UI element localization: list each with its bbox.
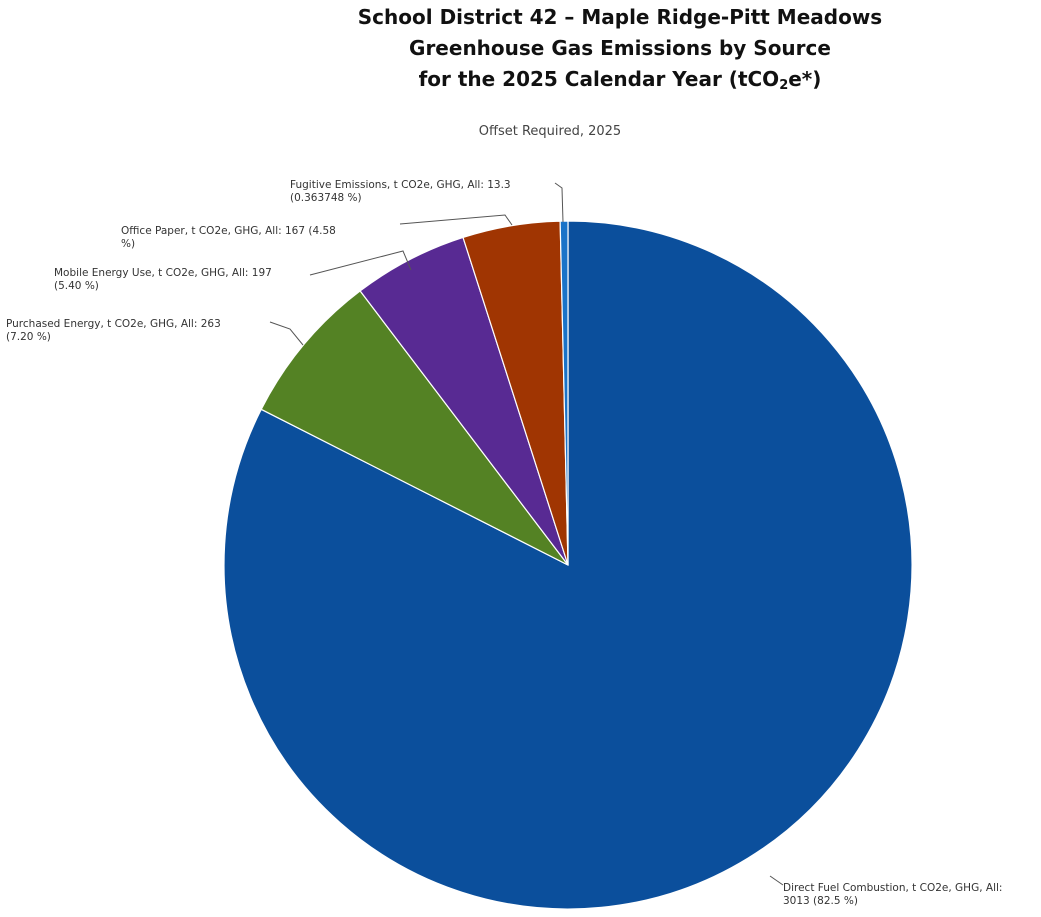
title-line-3-subscript: 2 bbox=[779, 78, 789, 93]
slice-label-fugitive-emissions: Fugitive Emissions, t CO2e, GHG, All: 13… bbox=[290, 179, 511, 204]
slice-label-line: Purchased Energy, t CO2e, GHG, All: 263 bbox=[6, 318, 221, 330]
slice-label-line: (0.363748 %) bbox=[290, 192, 362, 204]
title-line-3-prefix: for the 2025 Calendar Year (tCO bbox=[418, 67, 780, 91]
slice-label-office-paper: Office Paper, t CO2e, GHG, All: 167 (4.5… bbox=[121, 225, 336, 250]
leader-line-purchased-energy bbox=[269, 321, 304, 346]
slice-label-line: Office Paper, t CO2e, GHG, All: 167 (4.5… bbox=[121, 225, 336, 237]
slice-label-line: Mobile Energy Use, t CO2e, GHG, All: 197 bbox=[54, 267, 272, 279]
slice-label-purchased-energy: Purchased Energy, t CO2e, GHG, All: 263(… bbox=[6, 318, 221, 343]
chart-title: School District 42 – Maple Ridge-Pitt Me… bbox=[210, 2, 1030, 95]
pie-slice-fugitive-emissions bbox=[559, 220, 569, 566]
slice-label-direct-fuel-combustion: Direct Fuel Combustion, t CO2e, GHG, All… bbox=[783, 882, 1002, 907]
title-line-2: Greenhouse Gas Emissions by Source bbox=[409, 36, 831, 60]
slice-label-line: Fugitive Emissions, t CO2e, GHG, All: 13… bbox=[290, 179, 511, 191]
leader-line-fugitive-emissions bbox=[554, 182, 564, 223]
slice-label-line: Direct Fuel Combustion, t CO2e, GHG, All… bbox=[783, 882, 1002, 894]
title-line-3: for the 2025 Calendar Year (tCO2e*) bbox=[210, 64, 1030, 95]
title-line-1: School District 42 – Maple Ridge-Pitt Me… bbox=[357, 5, 883, 29]
slice-label-line: %) bbox=[121, 238, 135, 250]
slice-label-line: 3013 (82.5 %) bbox=[783, 895, 858, 907]
chart-subtitle: Offset Required, 2025 bbox=[478, 124, 622, 139]
slice-label-line: (7.20 %) bbox=[6, 331, 51, 343]
leader-line-mobile-energy-use bbox=[309, 250, 412, 276]
leader-line-direct-fuel-combustion bbox=[769, 875, 784, 886]
label-leader-lines bbox=[269, 182, 784, 886]
pie-slices bbox=[223, 220, 913, 910]
title-line-3-suffix: e*) bbox=[788, 67, 822, 91]
pie-slice-purchased-energy bbox=[260, 290, 569, 566]
leader-line-office-paper bbox=[399, 214, 513, 226]
slice-label-line: (5.40 %) bbox=[54, 280, 99, 292]
slice-label-mobile-energy-use: Mobile Energy Use, t CO2e, GHG, All: 197… bbox=[54, 267, 272, 292]
slice-labels: Direct Fuel Combustion, t CO2e, GHG, All… bbox=[6, 179, 1002, 907]
